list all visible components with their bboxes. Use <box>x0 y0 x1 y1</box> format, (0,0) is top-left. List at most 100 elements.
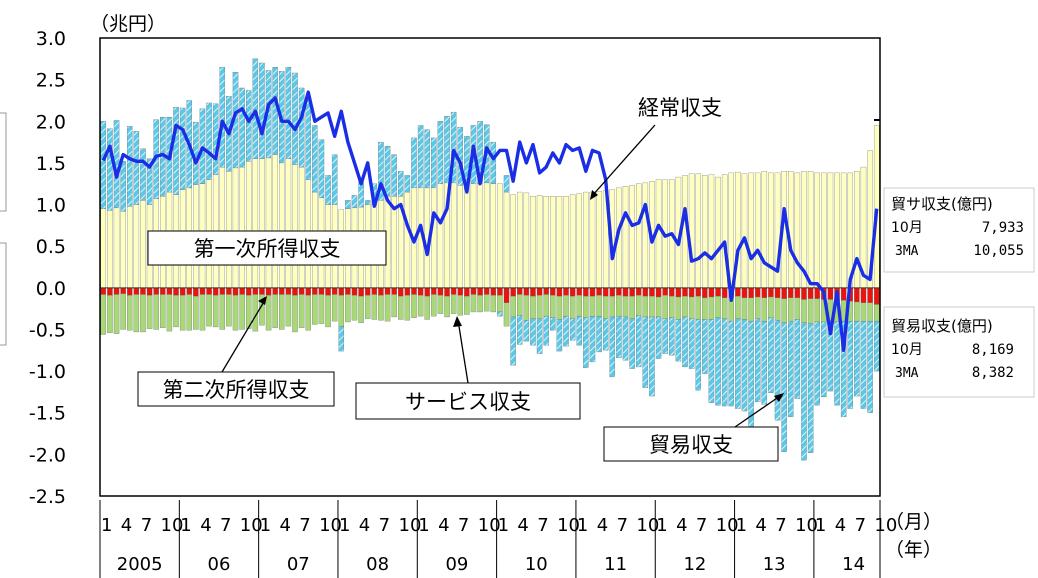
second-income-bar <box>100 287 107 295</box>
unit-label: （兆円） <box>90 13 166 35</box>
services-bar <box>457 295 463 316</box>
second-income-bar <box>503 287 510 303</box>
trade-bar <box>424 129 430 189</box>
second-income-bar <box>655 287 662 298</box>
month-tick-label: 7 <box>299 515 310 536</box>
trade-bar <box>840 320 847 418</box>
y-tick-label: 2.5 <box>36 70 66 92</box>
trade-bar <box>814 321 820 406</box>
first-income-bar <box>550 196 556 288</box>
second-income-bar <box>867 287 873 303</box>
trade-bar <box>860 320 867 409</box>
second-income-bar <box>768 287 774 298</box>
services-bar <box>715 295 721 318</box>
second-income-bar <box>351 287 358 296</box>
second-income-bar <box>206 287 212 295</box>
second-income-bar <box>497 287 503 296</box>
trade-bar <box>807 323 814 453</box>
month-tick-label: 4 <box>835 515 846 536</box>
second-income-bar <box>583 287 589 297</box>
services-bar <box>741 297 748 320</box>
trade-bar <box>411 137 417 189</box>
first-income-bar <box>404 191 411 288</box>
first-income-bar <box>708 174 715 288</box>
trade-bar <box>774 320 781 421</box>
trade-bar <box>364 200 371 205</box>
trade-bar <box>431 137 437 189</box>
services-bar <box>179 295 186 331</box>
second-income-bar <box>179 287 186 296</box>
second-income-bar <box>774 287 781 298</box>
trade-bar <box>867 320 873 413</box>
services-bar <box>708 296 715 320</box>
trade-bar <box>741 319 748 412</box>
second-income-bar <box>860 287 867 303</box>
second-income-bar <box>517 287 523 295</box>
first-income-bar <box>761 171 768 288</box>
month-tick-label: 10 <box>716 515 739 536</box>
second-income-bar <box>279 287 285 295</box>
trade-bar <box>781 322 787 453</box>
first-income-bar <box>483 182 490 288</box>
services-bar <box>695 295 701 320</box>
trade-services-box-row2-value: 10,055 <box>973 243 1024 259</box>
first-income-bar <box>100 208 107 288</box>
trade-bar <box>688 318 695 369</box>
month-tick-label: 7 <box>141 515 152 536</box>
second-income-label-box <box>137 371 335 407</box>
current-account-arrow-head <box>590 190 598 200</box>
second-income-bar <box>741 287 748 298</box>
services-bar <box>391 294 397 318</box>
services-bar <box>510 295 516 318</box>
second-income-bar <box>794 287 801 298</box>
first-income-bar <box>840 172 847 288</box>
month-tick-label: 7 <box>537 515 548 536</box>
first-income-bar <box>517 191 523 288</box>
services-bar <box>464 295 470 315</box>
services-bar <box>477 295 483 313</box>
first-income-bar <box>622 186 629 288</box>
trade-bar <box>517 315 523 345</box>
services-bar <box>583 295 589 318</box>
month-tick-label: 7 <box>617 515 628 536</box>
trade-services-box-title: 貿サ収支(億円) <box>891 195 993 213</box>
trade-services-box-row1-label: 10月 <box>891 220 923 236</box>
trade-bar <box>325 175 331 205</box>
trade-bar <box>530 318 536 346</box>
second-income-bar <box>384 287 391 295</box>
trade-box-row1-label: 10月 <box>891 342 923 358</box>
year-label: 06 <box>208 554 231 575</box>
second-income-bar <box>113 287 120 295</box>
services-bar <box>245 295 252 329</box>
trade-bar <box>675 319 682 362</box>
trade-bar <box>754 318 761 403</box>
services-bar <box>616 295 622 317</box>
second-income-bar <box>239 287 245 295</box>
services-bar <box>596 295 602 317</box>
first-income-bar <box>589 191 596 288</box>
second-income-bar <box>166 287 173 295</box>
month-tick-label: 1 <box>577 515 588 536</box>
month-tick-label: 1 <box>418 515 429 536</box>
services-bar <box>417 295 424 317</box>
services-bar <box>371 294 378 320</box>
trade-label-box <box>603 426 779 462</box>
month-tick-label: 10 <box>319 515 342 536</box>
trade-bar <box>669 317 675 356</box>
first-income-bar <box>768 172 774 288</box>
second-income-bar <box>120 287 126 294</box>
trade-bar <box>444 116 450 184</box>
trade-bar <box>219 67 226 168</box>
first-income-bar <box>629 185 635 288</box>
second-income-bar <box>669 287 675 297</box>
plot-frame <box>99 37 881 497</box>
services-bar <box>814 298 820 323</box>
year-label: 07 <box>287 554 310 575</box>
second-income-bar <box>107 287 113 296</box>
first-income-bar <box>576 193 582 288</box>
trade-bar <box>404 175 411 193</box>
services-bar <box>384 294 391 322</box>
trade-bar <box>338 325 345 352</box>
month-tick-label: 7 <box>696 515 707 536</box>
y-tick-label: 2.0 <box>36 111 66 133</box>
